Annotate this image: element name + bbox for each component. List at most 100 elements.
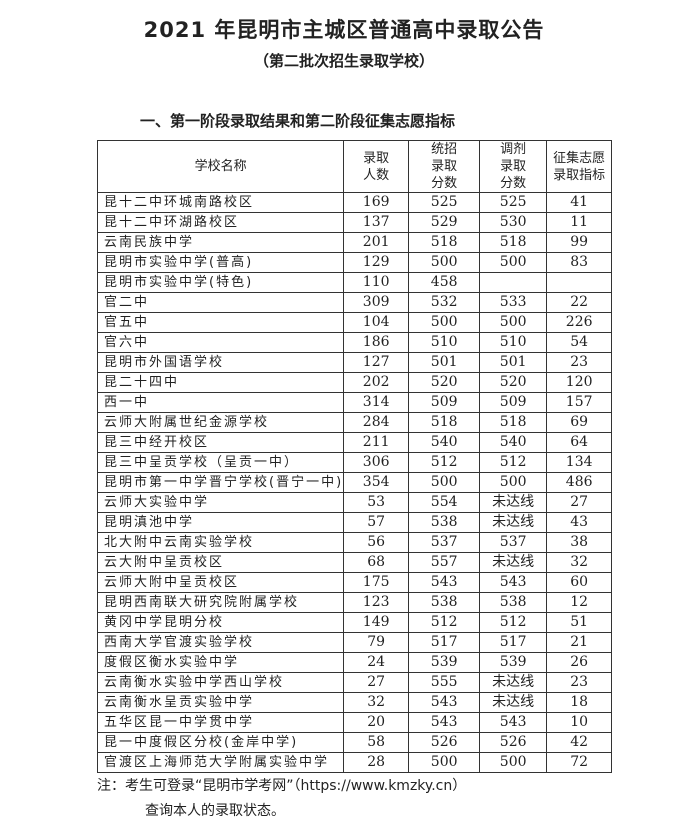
school-name-cell: 官二中 [96, 292, 345, 313]
value-cell: 22 [546, 292, 613, 313]
value-cell: 529 [408, 212, 481, 233]
school-name-cell: 昆十二中环城南路校区 [96, 192, 345, 213]
value-cell: 157 [546, 392, 613, 413]
value-cell: 533 [479, 292, 548, 313]
value-cell: 314 [343, 392, 410, 413]
value-cell: 27 [343, 672, 410, 693]
table-row: 昆三中呈贡学校（呈贡一中） 306 512 512 134 [96, 452, 613, 473]
value-cell: 555 [408, 672, 481, 693]
admission-table: 学校名称 录取人数 统招录取分数 调剂录取分数 征集志愿录取指标 昆十二中环城南路校区 1… [96, 140, 613, 773]
table-header-row: 学校名称 录取人数 统招录取分数 调剂录取分数 征集志愿录取指标 [96, 140, 613, 193]
school-name-cell: 度假区衡水实验中学 [96, 652, 345, 673]
table-row: 昆明滇池中学 57 538 未达线 43 [96, 512, 613, 533]
value-cell: 517 [479, 632, 548, 653]
value-cell: 24 [343, 652, 410, 673]
value-cell: 28 [343, 752, 410, 773]
value-cell: 543 [408, 692, 481, 713]
value-cell: 42 [546, 732, 613, 753]
value-cell: 12 [546, 592, 613, 613]
school-name-cell: 昆二十四中 [96, 372, 345, 393]
value-cell: 543 [479, 572, 548, 593]
table-row: 度假区衡水实验中学 24 539 539 26 [96, 652, 613, 673]
value-cell: 202 [343, 372, 410, 393]
value-cell: 517 [408, 632, 481, 653]
value-cell: 38 [546, 532, 613, 553]
value-cell: 500 [408, 472, 481, 493]
school-name-cell: 官五中 [96, 312, 345, 333]
value-cell [546, 272, 613, 293]
column-header: 统招录取分数 [408, 140, 481, 193]
value-cell: 500 [408, 312, 481, 333]
table-row: 官二中 309 532 533 22 [96, 292, 613, 313]
school-name-cell: 昆明市外国语学校 [96, 352, 345, 373]
value-cell: 129 [343, 252, 410, 273]
value-cell: 104 [343, 312, 410, 333]
value-cell: 未达线 [479, 492, 548, 513]
value-cell: 110 [343, 272, 410, 293]
column-header: 调剂录取分数 [479, 140, 548, 193]
value-cell: 512 [408, 452, 481, 473]
column-header-label: 征集志愿录取指标 [553, 150, 606, 183]
value-cell: 32 [546, 552, 613, 573]
value-cell: 149 [343, 612, 410, 633]
footnote-line-2: 查询本人的录取状态。 [145, 803, 285, 819]
school-name-cell: 昆明西南联大研究院附属学校 [96, 592, 345, 613]
value-cell: 未达线 [479, 692, 548, 713]
value-cell: 186 [343, 332, 410, 353]
table-row: 云师大附中呈贡校区 175 543 543 60 [96, 572, 613, 593]
value-cell: 未达线 [479, 672, 548, 693]
school-name-cell: 昆明市实验中学(普高) [96, 252, 345, 273]
value-cell: 510 [408, 332, 481, 353]
value-cell: 543 [479, 712, 548, 733]
school-name-cell: 云南衡水实验中学西山学校 [96, 672, 345, 693]
value-cell: 540 [479, 432, 548, 453]
value-cell: 未达线 [479, 512, 548, 533]
value-cell: 51 [546, 612, 613, 633]
value-cell: 500 [479, 472, 548, 493]
value-cell: 23 [546, 352, 613, 373]
value-cell: 21 [546, 632, 613, 653]
value-cell: 11 [546, 212, 613, 233]
value-cell: 20 [343, 712, 410, 733]
school-name-cell: 昆三中经开校区 [96, 432, 345, 453]
value-cell: 68 [343, 552, 410, 573]
column-header-label: 学校名称 [194, 159, 247, 174]
value-cell: 309 [343, 292, 410, 313]
column-header: 学校名称 [96, 140, 345, 193]
value-cell: 211 [343, 432, 410, 453]
value-cell: 538 [408, 512, 481, 533]
school-name-cell: 云南民族中学 [96, 232, 345, 253]
value-cell: 518 [479, 232, 548, 253]
value-cell: 69 [546, 412, 613, 433]
table-row: 云大附中呈贡校区 68 557 未达线 32 [96, 552, 613, 573]
table-row: 昆一中度假区分校(金岸中学) 58 526 526 42 [96, 732, 613, 753]
value-cell: 123 [343, 592, 410, 613]
table-row: 昆明西南联大研究院附属学校 123 538 538 12 [96, 592, 613, 613]
value-cell: 79 [343, 632, 410, 653]
table-row: 官六中 186 510 510 54 [96, 332, 613, 353]
value-cell: 64 [546, 432, 613, 453]
table-row: 昆二十四中 202 520 520 120 [96, 372, 613, 393]
value-cell: 175 [343, 572, 410, 593]
value-cell: 510 [479, 332, 548, 353]
table-row: 官五中 104 500 500 226 [96, 312, 613, 333]
column-header-label: 录取人数 [363, 150, 390, 183]
value-cell: 500 [479, 252, 548, 273]
value-cell: 501 [408, 352, 481, 373]
value-cell: 486 [546, 472, 613, 493]
value-cell: 43 [546, 512, 613, 533]
table-row: 云南衡水实验中学西山学校 27 555 未达线 23 [96, 672, 613, 693]
value-cell: 512 [479, 452, 548, 473]
school-name-cell: 官渡区上海师范大学附属实验中学 [96, 752, 345, 773]
column-header-label: 统招录取分数 [431, 142, 458, 191]
value-cell: 未达线 [479, 552, 548, 573]
value-cell: 530 [479, 212, 548, 233]
value-cell: 539 [479, 652, 548, 673]
value-cell: 500 [479, 752, 548, 773]
table-row: 五华区昆一中学贯中学 20 543 543 10 [96, 712, 613, 733]
table-row: 昆三中经开校区 211 540 540 64 [96, 432, 613, 453]
value-cell: 201 [343, 232, 410, 253]
value-cell: 532 [408, 292, 481, 313]
value-cell: 26 [546, 652, 613, 673]
value-cell: 83 [546, 252, 613, 273]
